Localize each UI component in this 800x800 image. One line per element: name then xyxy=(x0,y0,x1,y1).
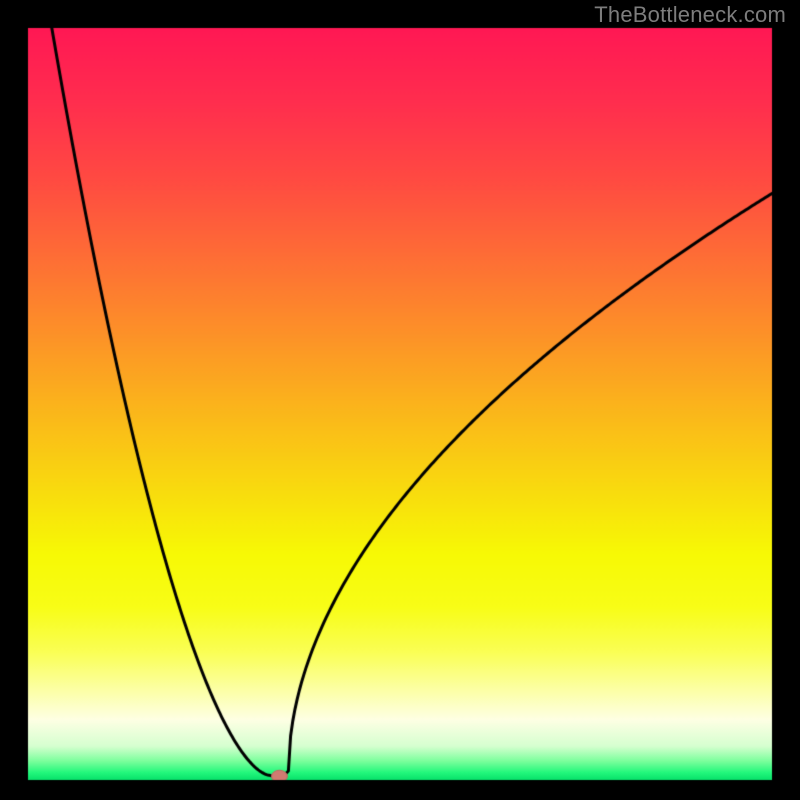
watermark-text: TheBottleneck.com xyxy=(594,2,786,28)
chart-stage: TheBottleneck.com xyxy=(0,0,800,800)
bottleneck-curve-chart xyxy=(0,0,800,800)
